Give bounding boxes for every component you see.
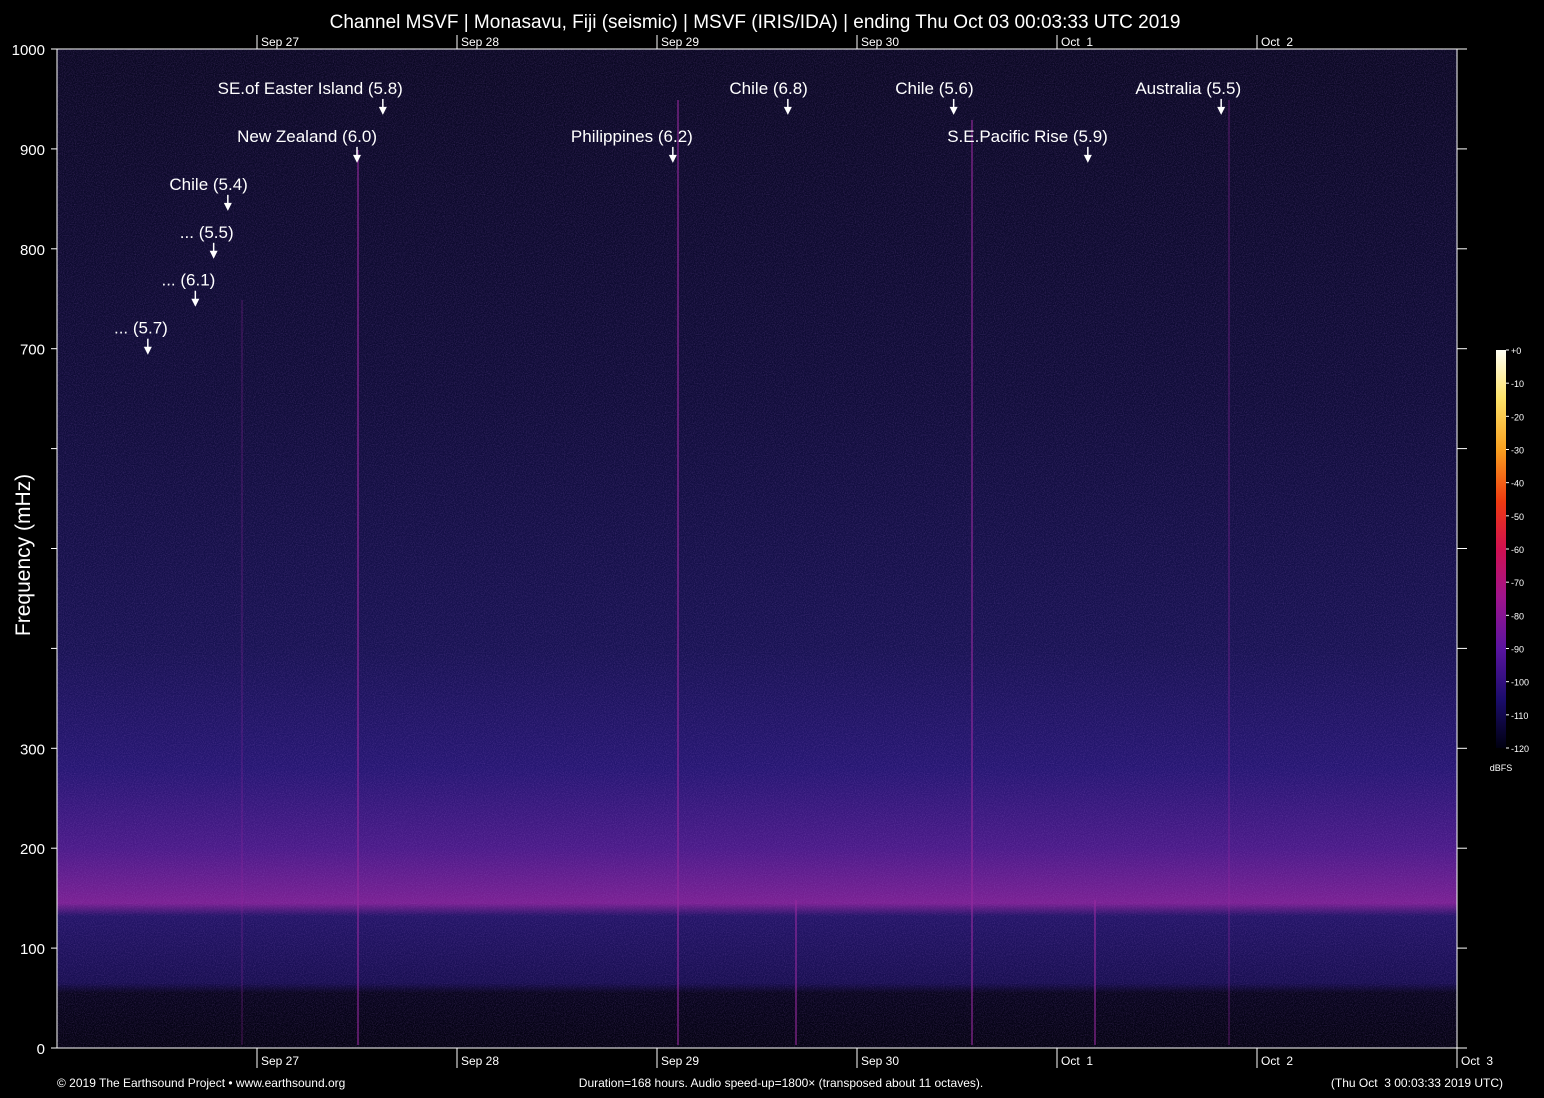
x-tick-label-top: Sep 30 xyxy=(861,35,899,49)
y-tick-label: 700 xyxy=(20,342,45,359)
y-tick-label: 200 xyxy=(20,841,45,858)
chart-title: Channel MSVF | Monasavu, Fiji (seismic) … xyxy=(330,12,1181,33)
colorbar-label: dBFS xyxy=(1490,763,1513,773)
colorbar-tick-label: -60 xyxy=(1511,545,1524,555)
x-tick-label: Sep 28 xyxy=(461,1054,499,1068)
annotation-arrowhead xyxy=(143,346,152,355)
annotation-label: ... (5.7) xyxy=(114,319,168,338)
y-tick-label: 300 xyxy=(20,741,45,758)
x-tick-label: Sep 27 xyxy=(261,1054,299,1068)
spectrogram-noise xyxy=(57,49,1457,1048)
colorbar-tick-label: -20 xyxy=(1511,412,1524,422)
colorbar-tick-label: -40 xyxy=(1511,479,1524,489)
y-tick-label: 1000 xyxy=(12,42,45,59)
y-tick-label: 800 xyxy=(20,242,45,259)
event-streaks xyxy=(241,100,1230,1045)
annotation-label: ... (5.5) xyxy=(180,223,234,242)
colorbar-tick-label: -80 xyxy=(1511,611,1524,621)
annotation-arrowhead xyxy=(223,202,232,211)
x-tick-label-top: Sep 27 xyxy=(261,35,299,49)
annotation-arrowhead xyxy=(1083,154,1092,163)
x-tick-label-top: Oct 2 xyxy=(1261,35,1293,49)
y-tick-label: 0 xyxy=(37,1041,45,1058)
x-tick-label: Sep 30 xyxy=(861,1054,899,1068)
annotation-arrowhead xyxy=(191,298,200,307)
footer-left: © 2019 The Earthsound Project • www.eart… xyxy=(57,1076,345,1090)
y-tick-label: 900 xyxy=(20,142,45,159)
colorbar-tick-label: -30 xyxy=(1511,446,1524,456)
x-tick-label-top: Sep 29 xyxy=(661,35,699,49)
annotation-label: Chile (5.6) xyxy=(895,79,973,98)
annotation-label: New Zealand (6.0) xyxy=(237,127,377,146)
x-tick-label: Sep 29 xyxy=(661,1054,699,1068)
colorbar-tick-label: -70 xyxy=(1511,578,1524,588)
x-tick-label: Oct 1 xyxy=(1061,1054,1093,1068)
y-axis-label: Frequency (mHz) xyxy=(12,474,35,636)
footer-center: Duration=168 hours. Audio speed-up=1800×… xyxy=(579,1076,983,1090)
annotation-arrowhead xyxy=(378,106,387,115)
colorbar xyxy=(1496,350,1506,748)
footer-right: (Thu Oct 3 00:03:33 2019 UTC) xyxy=(1331,1076,1503,1090)
annotation-arrowhead xyxy=(209,250,218,259)
annotation-label: Philippines (6.2) xyxy=(571,127,693,146)
annotation-arrowhead xyxy=(949,106,958,115)
y-tick-label: 100 xyxy=(20,941,45,958)
annotation-arrowhead xyxy=(783,106,792,115)
annotation-label: Chile (6.8) xyxy=(729,79,807,98)
colorbar-tick-label: +0 xyxy=(1511,346,1521,356)
annotation-label: SE.of Easter Island (5.8) xyxy=(218,79,403,98)
annotation-arrowhead xyxy=(668,154,677,163)
colorbar-tick-label: -100 xyxy=(1511,678,1529,688)
annotation-label: ... (6.1) xyxy=(161,271,215,290)
x-tick-label: Oct 3 xyxy=(1461,1054,1493,1068)
annotation-label: S.E.Pacific Rise (5.9) xyxy=(947,127,1108,146)
annotation-label: Australia (5.5) xyxy=(1135,79,1241,98)
colorbar-tick-label: -10 xyxy=(1511,379,1524,389)
x-tick-label: Oct 2 xyxy=(1261,1054,1293,1068)
x-tick-label-top: Sep 28 xyxy=(461,35,499,49)
colorbar-tick-label: -50 xyxy=(1511,512,1524,522)
colorbar-tick-label: -120 xyxy=(1511,744,1529,754)
colorbar-tick-label: -110 xyxy=(1511,711,1528,721)
annotation-arrowhead xyxy=(353,154,361,163)
colorbar-tick-label: -90 xyxy=(1511,645,1524,655)
annotation-label: Chile (5.4) xyxy=(169,175,247,194)
x-tick-label-top: Oct 1 xyxy=(1061,35,1093,49)
annotation-arrowhead xyxy=(1217,106,1226,115)
